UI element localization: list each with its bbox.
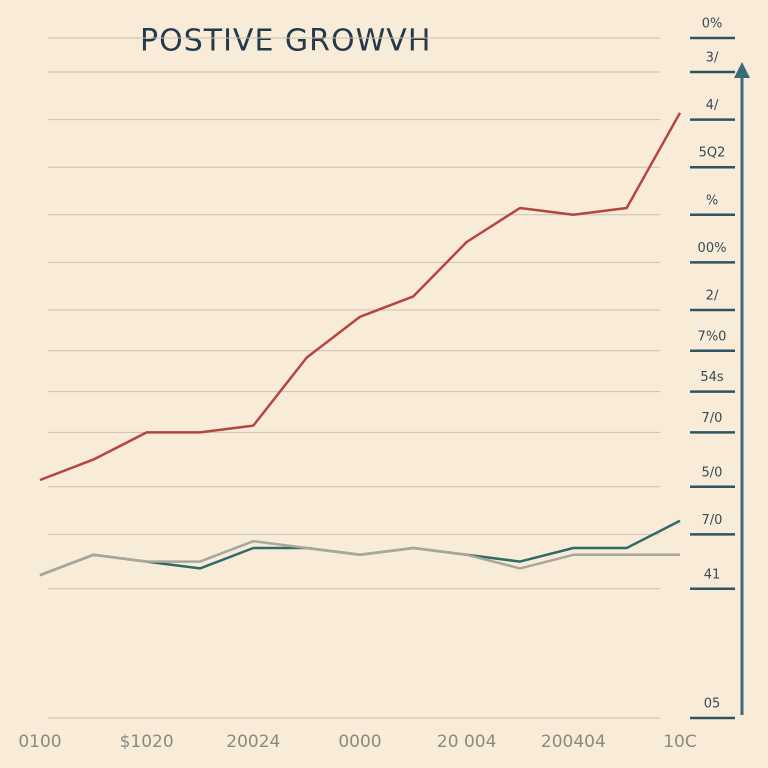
y-tick-label: 7%0 [698, 329, 727, 344]
y-tick-label: % [706, 193, 718, 208]
chart-title: POSTIVE GROWVH [140, 24, 431, 59]
y-tick-label: 41 [704, 567, 721, 582]
series-line [39, 539, 680, 577]
y-tick-label: 7/0 [702, 513, 723, 528]
y-tick-label: 7/0 [702, 411, 723, 426]
y-tick-label: 2/ [706, 289, 719, 304]
x-tick-label: $1020 [120, 732, 174, 752]
x-tick-label: 0100 [18, 732, 61, 752]
y-tick-label: 54s [700, 370, 724, 385]
y-tick-label: 0% [702, 17, 723, 32]
y-tick-label: 4/ [706, 98, 719, 113]
y-tick-label: 5Q2 [699, 146, 726, 161]
x-tick-label: 20 004 [437, 732, 496, 752]
y-tick-label: 3/ [706, 51, 719, 66]
x-tick-label: 20024 [226, 732, 280, 752]
y-tick-label: 00% [698, 241, 727, 256]
x-tick-label: 0000 [338, 732, 381, 752]
axis-arrow [734, 62, 750, 78]
y-tick-label: 5/0 [702, 465, 723, 480]
series-line [39, 519, 681, 577]
x-tick-label: 200404 [541, 732, 606, 752]
y-tick-label: 05 [704, 697, 721, 712]
x-tick-label: 10C [663, 732, 697, 752]
series-line [39, 112, 682, 482]
